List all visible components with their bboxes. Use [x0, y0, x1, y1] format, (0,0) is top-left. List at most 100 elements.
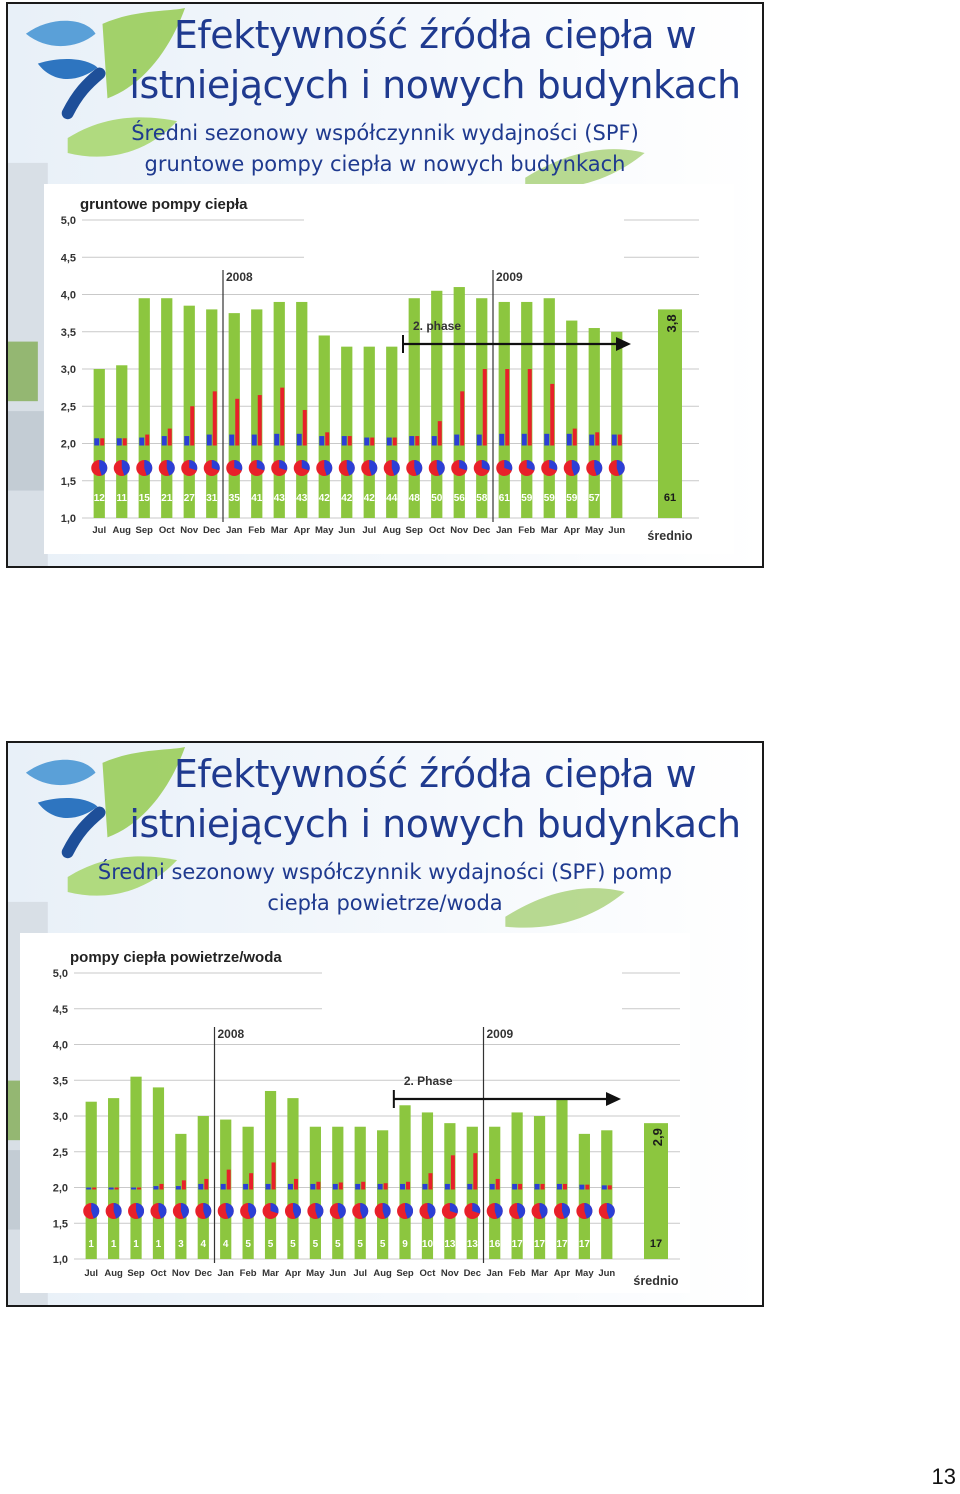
cwu-bar: [489, 1183, 495, 1190]
y-tick-label: 5,0: [61, 215, 76, 227]
share-pie-slice: [292, 1203, 301, 1219]
x-tick-label: Sep: [136, 525, 154, 536]
co-bar: [190, 406, 195, 446]
co-bar: [617, 434, 622, 446]
slide-title-line1: Efektywność źródła ciepła w: [173, 13, 697, 57]
share-pie-slice: [324, 460, 333, 476]
cwu-bar: [556, 1183, 562, 1190]
co-bar: [167, 428, 172, 446]
x-tick-label: Apr: [554, 1268, 571, 1279]
x-tick-label: Mar: [541, 525, 558, 536]
spf-bar: [588, 328, 600, 518]
x-tick-label: Feb: [248, 525, 265, 536]
count-label: 9: [402, 1239, 408, 1250]
co-bar: [370, 437, 375, 446]
count-label: 59: [521, 493, 533, 504]
butterfly-icon: [37, 58, 98, 80]
average-bar: [644, 1123, 668, 1259]
cwu-bar: [86, 1187, 92, 1190]
share-pie-slice: [391, 460, 400, 476]
share-pie-slice: [481, 460, 490, 471]
count-label: 16: [489, 1239, 501, 1250]
cwu-bar: [499, 433, 505, 446]
spf-bar: [175, 1133, 187, 1259]
share-pie-slice: [180, 1203, 189, 1219]
cwu-bar: [467, 1183, 473, 1190]
cwu-bar: [431, 436, 437, 446]
share-pie-slice: [414, 460, 423, 476]
count-label: 35: [229, 493, 241, 504]
co-bar: [550, 383, 555, 446]
spf-bar: [521, 301, 533, 518]
co-bar: [406, 1181, 411, 1190]
x-tick-label: Sep: [396, 1268, 414, 1279]
x-tick-label: May: [306, 1268, 325, 1279]
share-pie-slice: [360, 1203, 369, 1219]
cwu-bar: [319, 436, 325, 446]
cwu-bar: [544, 433, 550, 446]
count-label: 5: [380, 1239, 386, 1250]
count-label: 4: [201, 1239, 207, 1250]
x-tick-label: Jul: [362, 525, 376, 536]
cwu-bar: [521, 433, 527, 446]
count-label: 1: [111, 1239, 117, 1250]
leaf-decoration: [525, 149, 645, 189]
share-pie-slice: [166, 460, 175, 476]
spf-bar: [138, 298, 150, 518]
co-bar: [122, 438, 127, 446]
x-tick-label: Aug: [373, 1268, 392, 1279]
share-pie-slice: [549, 460, 558, 471]
slide-subtitle: Średni sezonowy współczynnik wydajności …: [68, 118, 702, 180]
spf-bar: [251, 309, 263, 518]
slide-title-line2: istniejących i nowych budynkach: [129, 63, 741, 107]
y-tick-label: 2,0: [53, 1183, 68, 1195]
slide-air-water: Efektywność źródła ciepła w istniejących…: [6, 741, 764, 1307]
x-tick-label: Apr: [294, 525, 311, 536]
count-label: 5: [268, 1239, 274, 1250]
y-tick-label: 3,5: [61, 327, 76, 339]
average-count-label: 61: [664, 492, 676, 504]
leaf-decoration: [67, 856, 178, 896]
co-bar: [361, 1181, 366, 1190]
share-pie-slice: [301, 460, 310, 471]
spf-bar: [444, 1123, 456, 1259]
count-label: 58: [476, 493, 488, 504]
spf-bar: [287, 1098, 299, 1259]
x-tick-label: Jul: [353, 1268, 367, 1279]
co-bar: [437, 421, 442, 446]
cwu-bar: [566, 433, 572, 446]
year-label: 2008: [218, 1027, 245, 1041]
co-bar: [415, 436, 420, 446]
co-bar: [316, 1181, 321, 1190]
spf-bar: [466, 1126, 478, 1259]
count-label: 5: [357, 1239, 363, 1250]
cwu-bar: [206, 434, 212, 446]
co-bar: [137, 1187, 142, 1190]
co-bar: [325, 432, 330, 446]
average-value-label: 3,8: [664, 314, 679, 332]
leaf-decoration: [67, 117, 178, 157]
spf-bar: [161, 298, 173, 518]
slide-subtitle-line2: ciepła powietrze/woda: [267, 891, 503, 915]
spf-bar: [220, 1119, 232, 1259]
share-pie-slice: [136, 1203, 145, 1219]
x-tick-label: Dec: [464, 1268, 481, 1279]
chart-title: pompy ciepła powietrze/woda: [70, 949, 282, 966]
butterfly-icon: [25, 20, 96, 47]
spf-bar: [498, 301, 510, 518]
spf-bar: [332, 1126, 344, 1259]
count-label: 17: [579, 1239, 591, 1250]
count-label: 5: [245, 1239, 251, 1250]
spf-bar: [363, 346, 375, 518]
year-label: 2009: [496, 270, 523, 284]
count-label: 57: [589, 493, 601, 504]
x-tick-label: Mar: [531, 1268, 548, 1279]
share-pie-slice: [91, 1203, 100, 1219]
share-pie-slice: [279, 460, 288, 471]
cwu-bar: [332, 1183, 338, 1190]
share-pie-slice: [248, 1203, 257, 1219]
chart-panel: pompy ciepła powietrze/wodaseasonal perf…: [20, 933, 690, 1293]
spf-bar: [611, 331, 623, 518]
cwu-bar: [534, 1183, 540, 1190]
co-bar: [518, 1183, 523, 1190]
